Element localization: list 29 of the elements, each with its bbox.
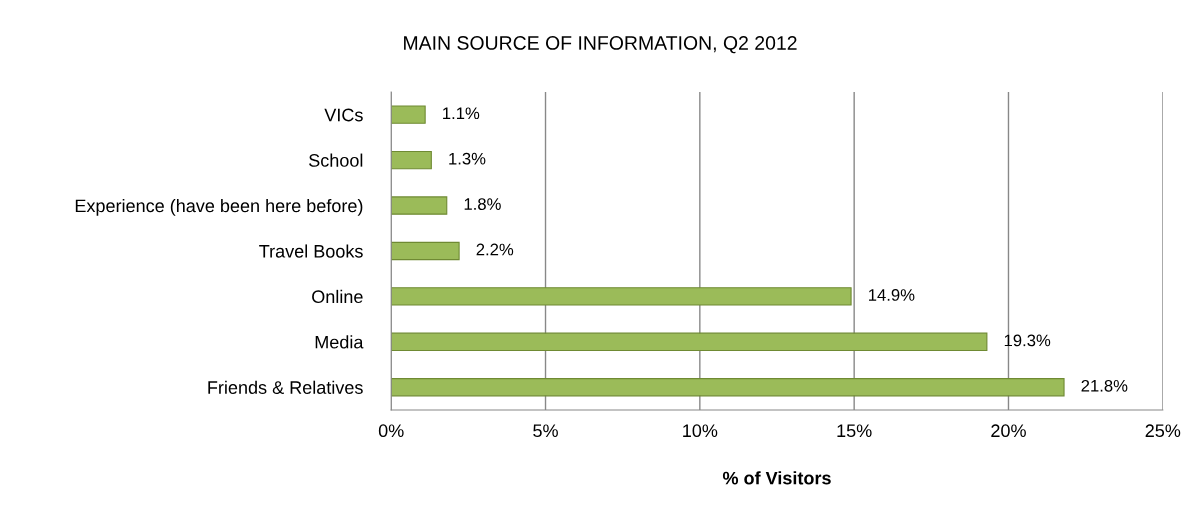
x-tick-label: 10%: [683, 424, 718, 438]
chart-title: MAIN SOURCE OF INFORMATION, Q2 2012: [404, 36, 797, 54]
bar: [391, 105, 426, 124]
y-tick-label: VICs: [324, 108, 363, 122]
bar: [391, 241, 460, 261]
x-tick-label: 15%: [837, 424, 872, 438]
y-tick-label: School: [309, 153, 363, 167]
x-tick-label: 20%: [991, 424, 1026, 438]
x-axis-title: % of Visitors: [722, 471, 831, 485]
data-label: 19.3%: [1004, 334, 1051, 347]
y-tick-label: Friends & Relatives: [208, 380, 363, 394]
y-tick-label: Travel Books: [259, 244, 363, 258]
data-label: 21.8%: [1081, 379, 1128, 392]
bar: [391, 150, 432, 170]
y-tick-label: Experience (have been here before): [75, 198, 363, 216]
y-tick-label: Online: [312, 289, 363, 304]
bar: [391, 332, 988, 351]
data-label: 1.8%: [464, 198, 501, 210]
bar: [391, 196, 448, 215]
data-label: 1.3%: [449, 152, 486, 165]
data-label: 2.2%: [476, 243, 514, 256]
x-tick-label: 5%: [533, 424, 558, 438]
x-tick-label: 25%: [1145, 424, 1181, 438]
bar: [391, 287, 852, 306]
x-tick-label: 0%: [378, 424, 404, 438]
data-label: 14.9%: [869, 289, 915, 301]
y-tick-label: Media: [315, 335, 364, 349]
data-label: 1.1%: [443, 107, 480, 120]
bar: [391, 378, 1065, 397]
